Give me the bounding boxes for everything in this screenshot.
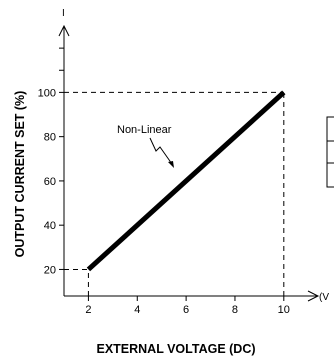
x-tick-label: 8 — [232, 304, 238, 316]
x-axis-arrow — [307, 290, 320, 302]
x-tick-label: 6 — [183, 304, 189, 316]
annotation-leader — [149, 137, 173, 165]
y-tick-label: 100 — [38, 87, 56, 99]
y-axis-symbol: I — [62, 8, 65, 19]
y-ticks: 20 40 60 80 100 — [38, 47, 64, 276]
legend-box-partial — [326, 116, 334, 188]
y-tick-label: 60 — [44, 176, 56, 188]
annotation-label: Non-Linear — [117, 124, 172, 136]
x-axis-title: EXTERNAL VOLTAGE (DC) — [96, 342, 255, 356]
y-axis-title: OUTPUT CURRENT SET (%) — [13, 91, 27, 258]
series-line — [86, 90, 286, 272]
x-tick-label: 4 — [134, 304, 140, 316]
reference-lines — [64, 91, 285, 296]
y-tick-label: 80 — [44, 132, 56, 144]
annotation-arrowhead — [168, 161, 174, 168]
x-tick-label: 2 — [85, 304, 91, 316]
y-axis-arrow — [58, 24, 70, 37]
y-tick-label: 20 — [44, 264, 56, 276]
data-series — [86, 90, 286, 272]
y-tick-label: 40 — [44, 220, 56, 232]
x-axis-symbol: (V — [319, 292, 329, 303]
x-ticks: 2 4 6 8 10 — [85, 296, 290, 316]
x-tick-label: 10 — [278, 304, 290, 316]
